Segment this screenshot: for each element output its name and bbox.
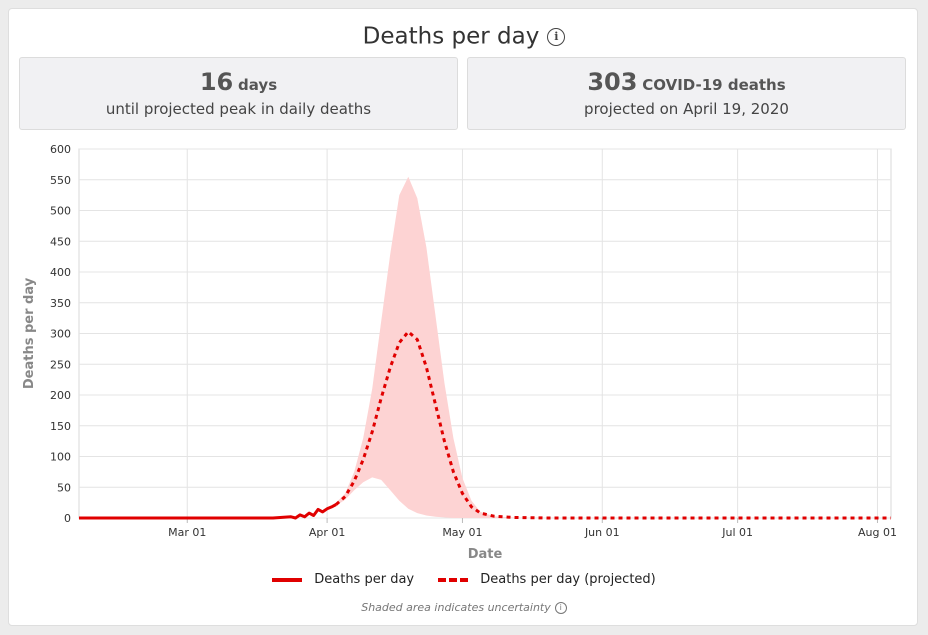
y-tick-label: 500 bbox=[50, 205, 71, 218]
peak-days-card: 16 days until projected peak in daily de… bbox=[19, 57, 458, 130]
uncertainty-note-text: Shaded area indicates uncertainty bbox=[361, 601, 551, 614]
x-tick-label: Apr 01 bbox=[309, 526, 346, 539]
peak-deaths-unit: COVID-19 deaths bbox=[642, 76, 786, 94]
info-icon[interactable]: i bbox=[547, 27, 566, 46]
peak-days-value: 16 bbox=[199, 68, 234, 96]
peak-days-caption: until projected peak in daily deaths bbox=[105, 100, 372, 118]
y-tick-label: 450 bbox=[50, 235, 71, 248]
legend-swatch-solid bbox=[272, 577, 303, 582]
x-tick-label: Aug 01 bbox=[858, 526, 897, 539]
x-tick-label: May 01 bbox=[442, 526, 482, 539]
chart-title: Deaths per day i bbox=[9, 23, 919, 50]
peak-deaths-card: 303 COVID-19 deaths projected on April 1… bbox=[467, 57, 906, 130]
x-tick-label: Jul 01 bbox=[721, 526, 753, 539]
peak-deaths-value: 303 bbox=[587, 68, 638, 96]
x-tick-label: Mar 01 bbox=[168, 526, 206, 539]
legend-label-actual: Deaths per day bbox=[314, 572, 415, 587]
y-tick-label: 400 bbox=[50, 266, 71, 279]
legend-item-actual[interactable]: Deaths per day bbox=[272, 572, 414, 587]
legend-label-projected: Deaths per day (projected) bbox=[480, 572, 656, 587]
legend-item-projected[interactable]: Deaths per day (projected) bbox=[438, 572, 656, 587]
uncertainty-note: Shaded area indicates uncertainty i bbox=[9, 601, 919, 614]
x-tick-label: Jun 01 bbox=[584, 526, 620, 539]
y-tick-label: 350 bbox=[50, 297, 71, 310]
y-tick-label: 100 bbox=[50, 451, 71, 464]
info-icon-small[interactable]: i bbox=[554, 602, 567, 614]
y-tick-label: 550 bbox=[50, 174, 71, 187]
chart-panel: Deaths per day i 16 days until projected … bbox=[8, 8, 918, 626]
y-axis-title: Deaths per day bbox=[22, 277, 37, 389]
y-tick-label: 150 bbox=[50, 420, 71, 433]
chart-title-text: Deaths per day bbox=[362, 23, 540, 50]
deaths-chart: 0 50 100 150 200 250 300 350 400 450 500 550 600 Mar … bbox=[22, 143, 897, 562]
peak-days-unit: days bbox=[238, 76, 278, 94]
legend-swatch-dashed bbox=[438, 577, 469, 582]
y-tick-label: 50 bbox=[57, 481, 71, 494]
uncertainty-band bbox=[336, 176, 603, 518]
y-tick-label: 300 bbox=[50, 328, 71, 341]
y-tick-label: 0 bbox=[64, 512, 71, 525]
projected-deaths-line bbox=[335, 330, 891, 520]
peak-deaths-caption: projected on April 19, 2020 bbox=[584, 100, 789, 118]
chart-legend: Deaths per day Deaths per day (projected… bbox=[9, 572, 919, 587]
y-tick-label: 250 bbox=[50, 358, 71, 371]
x-axis-title: Date bbox=[468, 547, 503, 562]
actual-deaths-line bbox=[79, 503, 337, 520]
y-tick-label: 600 bbox=[50, 143, 71, 156]
y-tick-label: 200 bbox=[50, 389, 71, 402]
